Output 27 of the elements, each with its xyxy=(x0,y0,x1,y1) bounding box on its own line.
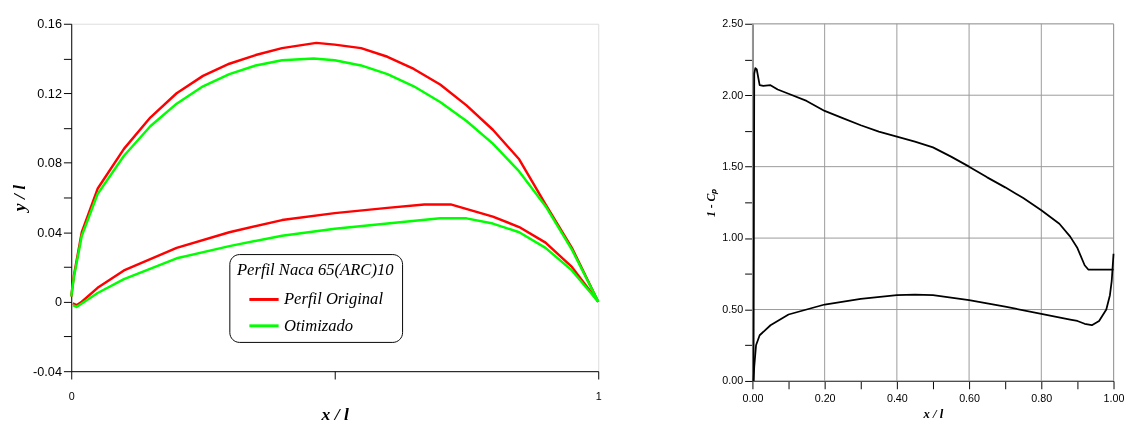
x-axis-title: x / l xyxy=(320,403,349,424)
legend-title: Perfil Naca 65(ARC)10 xyxy=(235,259,395,279)
y-axis-title: y / l xyxy=(9,184,30,214)
y-tick-label: 0.12 xyxy=(37,86,62,101)
y-tick-label: 2.50 xyxy=(722,17,744,30)
x-tick-label: 1 xyxy=(595,389,602,402)
y-tick-label: 0.00 xyxy=(722,374,744,387)
x-tick-label: 0.80 xyxy=(1031,391,1053,404)
y-axis-title: 1 - Cₚ xyxy=(705,188,720,218)
x-tick-label: 0 xyxy=(68,389,75,402)
y-tick-label: 1.00 xyxy=(722,231,744,244)
x-tick-label: 0.20 xyxy=(814,391,836,404)
x-tick-label: 0.40 xyxy=(886,391,908,404)
legend-label: Otimizado xyxy=(283,315,354,335)
y-tick-label: 0.08 xyxy=(37,156,62,171)
x-tick-label: 0.00 xyxy=(742,391,764,404)
y-tick-label: 0 xyxy=(54,295,62,310)
legend-label: Perfil Original xyxy=(282,289,384,309)
y-tick-label: -0.04 xyxy=(33,364,62,379)
x-tick-label: 1.00 xyxy=(1103,391,1125,404)
y-tick-label: 0.16 xyxy=(37,17,62,32)
y-tick-label: 0.04 xyxy=(37,225,62,240)
y-tick-label: 2.00 xyxy=(722,88,744,101)
x-tick-label: 0.60 xyxy=(959,391,981,404)
y-tick-label: 0.50 xyxy=(722,302,744,315)
x-axis-title: x / l xyxy=(922,406,944,421)
y-tick-label: 1.50 xyxy=(722,160,744,173)
